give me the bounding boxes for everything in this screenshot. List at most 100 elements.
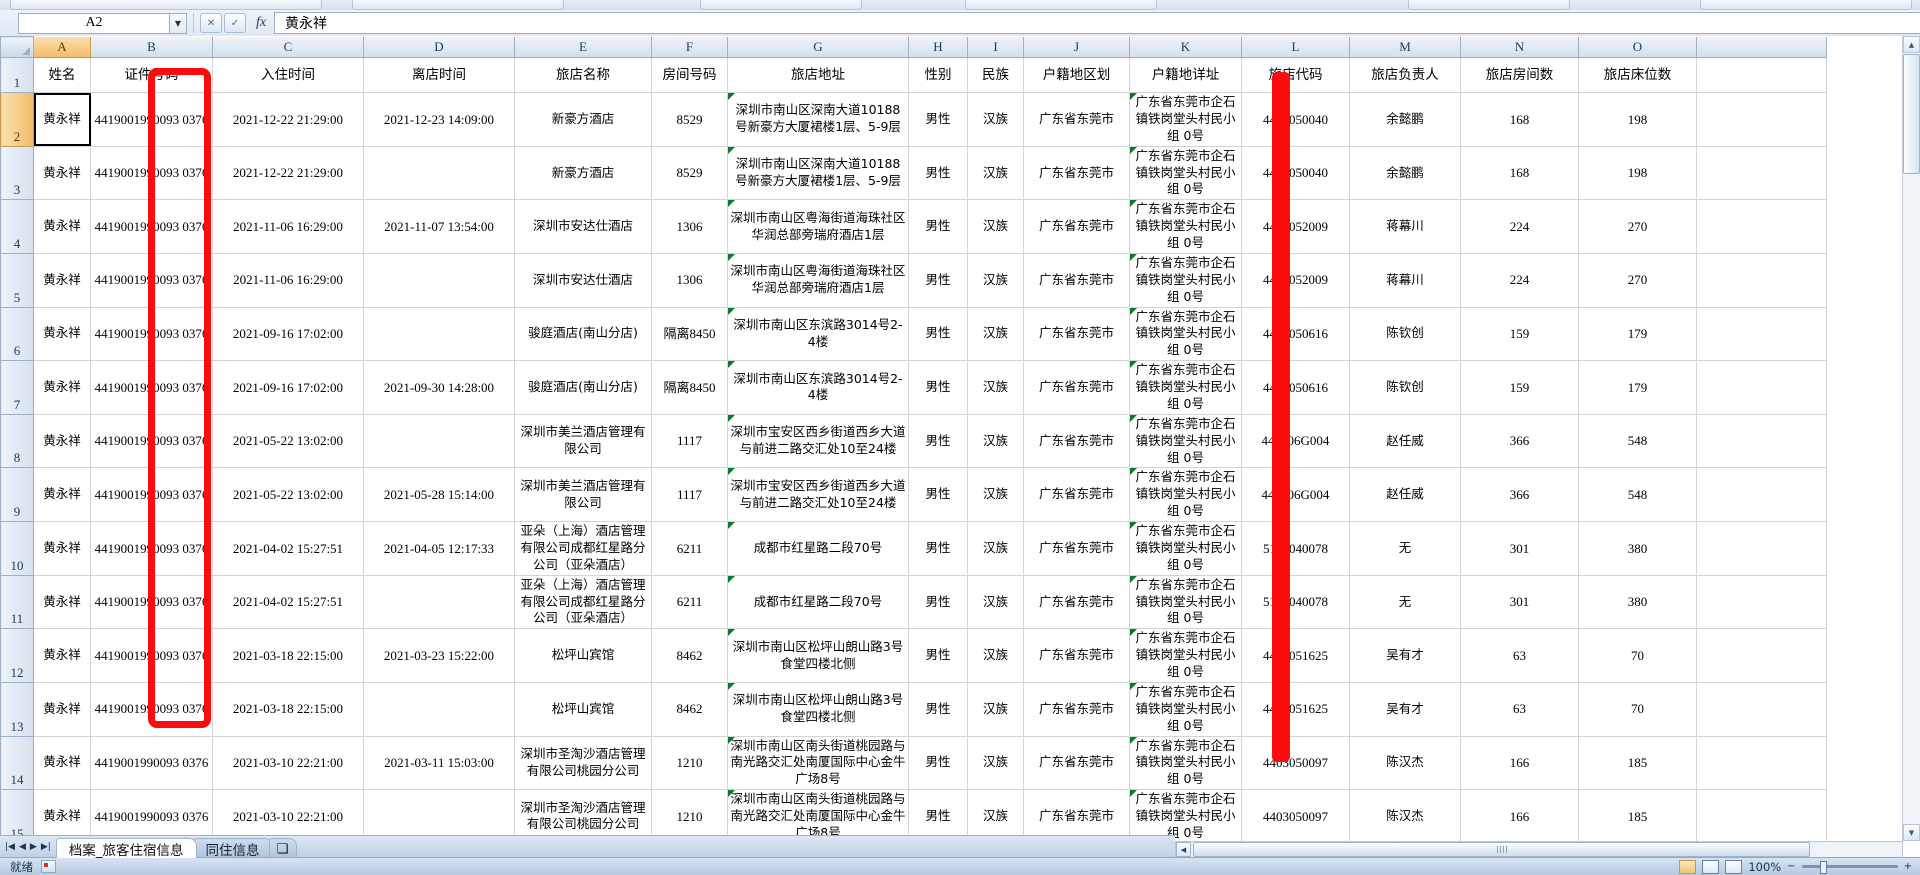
cell-C14[interactable]: 2021-03-10 22:21:00: [212, 735, 364, 791]
new-sheet-icon[interactable]: ❏: [268, 838, 297, 858]
cell-D7[interactable]: 2021-09-30 14:28:00: [363, 360, 515, 415]
cell-O15[interactable]: 185: [1578, 789, 1697, 841]
cell-J8[interactable]: 广东省东莞市: [1023, 413, 1130, 469]
cell-P14[interactable]: [1696, 735, 1827, 791]
column-header-D[interactable]: D: [363, 36, 515, 58]
table-row[interactable]: 14 黄永祥 4419001990093 0376 2021-03-10 22:21:…: [0, 735, 1827, 791]
column-header-M[interactable]: M: [1349, 36, 1461, 58]
cell-D9[interactable]: 2021-05-28 15:14:00: [363, 467, 515, 522]
cell-J4[interactable]: 广东省东莞市: [1023, 199, 1130, 254]
horizontal-scrollbar[interactable]: ◀: [1175, 841, 1903, 858]
cell-F14[interactable]: 1210: [651, 735, 728, 791]
cell-L14[interactable]: 4403050097: [1241, 735, 1350, 791]
column-header-H[interactable]: H: [908, 36, 968, 58]
cell-H13[interactable]: 男性: [908, 681, 968, 737]
table-row[interactable]: 5 黄永祥 4419001990093 0376 2021-11-06 16:29:0…: [0, 252, 1827, 308]
cell-D4[interactable]: 2021-11-07 13:54:00: [363, 199, 515, 254]
cell-D8[interactable]: [363, 413, 515, 469]
sheet-tab-cohabitant-info[interactable]: 同住信息: [192, 838, 273, 859]
cell-K14[interactable]: 广东省东莞市企石镇铁岗堂头村民小组 0号: [1129, 735, 1242, 791]
cell-E4[interactable]: 深圳市安达仕酒店: [514, 199, 652, 254]
row-header-5[interactable]: 5: [0, 252, 34, 308]
row-header-8[interactable]: 8: [0, 413, 34, 469]
ribbon-tab-2[interactable]: [352, 0, 564, 10]
cell-P9[interactable]: [1696, 467, 1827, 522]
zoom-slider[interactable]: [1801, 861, 1898, 874]
cell-J3[interactable]: 广东省东莞市: [1023, 145, 1130, 201]
cell-H8[interactable]: 男性: [908, 413, 968, 469]
column-header-K[interactable]: K: [1129, 36, 1242, 58]
cell-N14[interactable]: 166: [1460, 735, 1579, 791]
cell-C7[interactable]: 2021-09-16 17:02:00: [212, 360, 364, 415]
cell-B7[interactable]: 4419001990093 0376: [90, 360, 213, 415]
cell-P4[interactable]: [1696, 199, 1827, 254]
cell-G12[interactable]: 深圳市南山区松坪山朗山路3号食堂四楼北侧: [727, 628, 909, 683]
last-sheet-icon[interactable]: ▶|: [40, 842, 51, 852]
check-icon[interactable]: ✓: [224, 13, 246, 33]
cell-F13[interactable]: 8462: [651, 681, 728, 737]
row-header-1[interactable]: 1: [0, 57, 34, 93]
row-header-15[interactable]: 15: [0, 789, 34, 841]
cell-F3[interactable]: 8529: [651, 145, 728, 201]
cell-P3[interactable]: [1696, 145, 1827, 201]
cell-C12[interactable]: 2021-03-18 22:15:00: [212, 628, 364, 683]
cell-F15[interactable]: 1210: [651, 789, 728, 841]
cell-N4[interactable]: 224: [1460, 199, 1579, 254]
cell-A6[interactable]: 黄永祥: [33, 306, 91, 362]
cell-H10[interactable]: 男性: [908, 521, 968, 576]
cell-M6[interactable]: 陈钦创: [1349, 306, 1461, 362]
column-header-J[interactable]: J: [1023, 36, 1130, 58]
table-row[interactable]: 7 黄永祥 4419001990093 0376 2021-09-16 17:02:0…: [0, 360, 1827, 415]
cell-B11[interactable]: 4419001990093 0376: [90, 574, 213, 630]
cell-H15[interactable]: 男性: [908, 789, 968, 841]
vertical-scroll-thumb[interactable]: [1903, 54, 1920, 174]
cell-E9[interactable]: 深圳市美兰酒店管理有限公司: [514, 467, 652, 522]
cell-A4[interactable]: 黄永祥: [33, 199, 91, 254]
cell-N10[interactable]: 301: [1460, 521, 1579, 576]
ribbon-tab-5[interactable]: [1408, 0, 1570, 10]
zoom-out-icon[interactable]: −: [1787, 861, 1796, 872]
cell-E2[interactable]: 新豪方酒店: [514, 92, 652, 147]
cell-N15[interactable]: 166: [1460, 789, 1579, 841]
cell-G5[interactable]: 深圳市南山区粤海街道海珠社区华润总部旁瑞府酒店1层: [727, 252, 909, 308]
column-header-C[interactable]: C: [212, 36, 364, 58]
cell-N2[interactable]: 168: [1460, 92, 1579, 147]
zoom-slider-knob[interactable]: [1819, 861, 1827, 874]
name-box[interactable]: A2: [18, 12, 170, 34]
row-header-6[interactable]: 6: [0, 306, 34, 362]
cell-K7[interactable]: 广东省东莞市企石镇铁岗堂头村民小组 0号: [1129, 360, 1242, 415]
ribbon-tab-1[interactable]: [10, 0, 322, 10]
cell-K10[interactable]: 广东省东莞市企石镇铁岗堂头村民小组 0号: [1129, 521, 1242, 576]
cell-D5[interactable]: [363, 252, 515, 308]
cell-J10[interactable]: 广东省东莞市: [1023, 521, 1130, 576]
cell-D14[interactable]: 2021-03-11 15:03:00: [363, 735, 515, 791]
view-page-break-icon[interactable]: [1725, 859, 1743, 874]
cell-J5[interactable]: 广东省东莞市: [1023, 252, 1130, 308]
cell-I15[interactable]: 汉族: [967, 789, 1024, 841]
cell-A15[interactable]: 黄永祥: [33, 789, 91, 841]
cell-O10[interactable]: 380: [1578, 521, 1697, 576]
cell-P8[interactable]: [1696, 413, 1827, 469]
column-header-P[interactable]: [1696, 36, 1827, 58]
cell-D10[interactable]: 2021-04-05 12:17:33: [363, 521, 515, 576]
cell-L13[interactable]: 4403051625: [1241, 681, 1350, 737]
cell-I6[interactable]: 汉族: [967, 306, 1024, 362]
cell-O7[interactable]: 179: [1578, 360, 1697, 415]
cell-O2[interactable]: 198: [1578, 92, 1697, 147]
cell-D12[interactable]: 2021-03-23 15:22:00: [363, 628, 515, 683]
column-header-O[interactable]: O: [1578, 36, 1697, 58]
cell-L11[interactable]: 5101040078: [1241, 574, 1350, 630]
cell-P10[interactable]: [1696, 521, 1827, 576]
table-row[interactable]: 4 黄永祥 4419001990093 0376 2021-11-06 16:29:0…: [0, 199, 1827, 254]
ribbon-tab-3[interactable]: [700, 0, 862, 10]
cell-F4[interactable]: 1306: [651, 199, 728, 254]
name-box-dropdown-icon[interactable]: ▼: [170, 12, 187, 34]
cell-K9[interactable]: 广东省东莞市企石镇铁岗堂头村民小组 0号: [1129, 467, 1242, 522]
cell-P12[interactable]: [1696, 628, 1827, 683]
cell-F8[interactable]: 1117: [651, 413, 728, 469]
sheet-grid[interactable]: A B C D E F G H I J K L M N O: [0, 36, 1920, 841]
row-header-14[interactable]: 14: [0, 735, 34, 791]
cell-O14[interactable]: 185: [1578, 735, 1697, 791]
cell-E11[interactable]: 亚朵（上海）酒店管理有限公司成都红星路分公司（亚朵酒店）: [514, 574, 652, 630]
cell-H9[interactable]: 男性: [908, 467, 968, 522]
